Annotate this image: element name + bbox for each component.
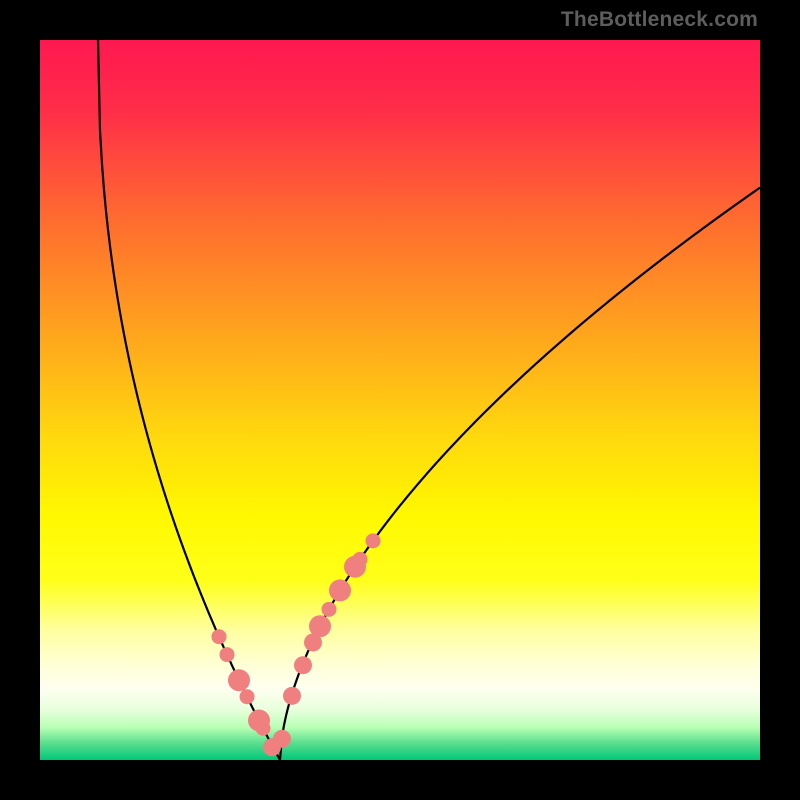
curve-markers (212, 533, 381, 756)
data-marker (283, 687, 301, 705)
data-marker (228, 669, 250, 691)
data-marker (212, 629, 227, 644)
data-marker (294, 656, 312, 674)
bottleneck-curve (98, 40, 760, 760)
data-marker (309, 615, 331, 637)
data-marker (273, 730, 291, 748)
data-marker (322, 602, 337, 617)
data-marker (353, 552, 368, 567)
data-marker (329, 579, 351, 601)
curve-layer (40, 40, 760, 760)
plot-area (40, 40, 760, 760)
chart-frame: TheBottleneck.com (0, 0, 800, 800)
data-marker (256, 721, 271, 736)
data-marker (366, 533, 381, 548)
watermark-text: TheBottleneck.com (561, 8, 758, 32)
data-marker (240, 689, 255, 704)
data-marker (220, 647, 235, 662)
